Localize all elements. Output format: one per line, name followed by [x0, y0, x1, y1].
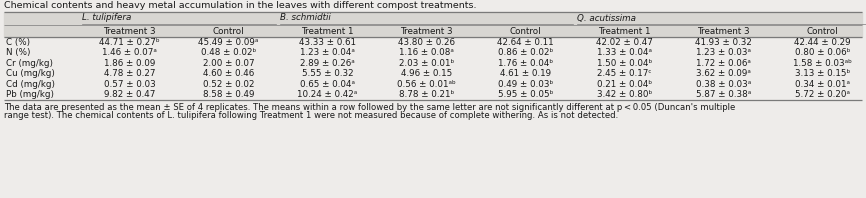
Text: 8.58 ± 0.49: 8.58 ± 0.49: [203, 90, 255, 99]
Text: 1.72 ± 0.06ᵃ: 1.72 ± 0.06ᵃ: [696, 59, 751, 68]
Text: 42.02 ± 0.47: 42.02 ± 0.47: [596, 38, 653, 47]
Text: 0.38 ± 0.03ᵃ: 0.38 ± 0.03ᵃ: [696, 80, 751, 89]
Text: 4.60 ± 0.46: 4.60 ± 0.46: [203, 69, 254, 78]
Text: 0.21 ± 0.04ᵇ: 0.21 ± 0.04ᵇ: [597, 80, 652, 89]
Text: 43.80 ± 0.26: 43.80 ± 0.26: [398, 38, 455, 47]
Text: 43.33 ± 0.61: 43.33 ± 0.61: [299, 38, 356, 47]
Text: Control: Control: [213, 27, 244, 36]
Text: 1.86 ± 0.09: 1.86 ± 0.09: [104, 59, 155, 68]
Text: 0.56 ± 0.01ᵃᵇ: 0.56 ± 0.01ᵃᵇ: [397, 80, 456, 89]
Text: 5.95 ± 0.05ᵇ: 5.95 ± 0.05ᵇ: [498, 90, 553, 99]
Text: Treatment 3: Treatment 3: [400, 27, 453, 36]
Text: 4.96 ± 0.15: 4.96 ± 0.15: [401, 69, 452, 78]
Text: 1.33 ± 0.04ᵃ: 1.33 ± 0.04ᵃ: [597, 48, 652, 57]
Bar: [4, 12, 862, 37]
Text: 5.55 ± 0.32: 5.55 ± 0.32: [301, 69, 353, 78]
Text: 44.71 ± 0.27ᵇ: 44.71 ± 0.27ᵇ: [100, 38, 160, 47]
Text: 0.65 ± 0.04ᵃ: 0.65 ± 0.04ᵃ: [300, 80, 355, 89]
Text: Control: Control: [807, 27, 838, 36]
Text: 0.86 ± 0.02ᵇ: 0.86 ± 0.02ᵇ: [498, 48, 553, 57]
Text: 1.46 ± 0.07ᵃ: 1.46 ± 0.07ᵃ: [102, 48, 157, 57]
Text: Treatment 3: Treatment 3: [103, 27, 156, 36]
Text: 42.64 ± 0.11: 42.64 ± 0.11: [497, 38, 554, 47]
Text: Cr (mg/kg): Cr (mg/kg): [6, 59, 53, 68]
Text: Cd (mg/kg): Cd (mg/kg): [6, 80, 55, 89]
Text: 2.89 ± 0.26ᵃ: 2.89 ± 0.26ᵃ: [301, 59, 355, 68]
Text: Treatment 3: Treatment 3: [697, 27, 750, 36]
Text: 8.78 ± 0.21ᵇ: 8.78 ± 0.21ᵇ: [399, 90, 454, 99]
Text: 1.50 ± 0.04ᵇ: 1.50 ± 0.04ᵇ: [597, 59, 652, 68]
Text: 2.00 ± 0.07: 2.00 ± 0.07: [203, 59, 255, 68]
Text: 1.23 ± 0.03ᵃ: 1.23 ± 0.03ᵃ: [696, 48, 751, 57]
Text: Treatment 1: Treatment 1: [598, 27, 650, 36]
Text: 9.82 ± 0.47: 9.82 ± 0.47: [104, 90, 155, 99]
Text: Chemical contents and heavy metal accumulation in the leaves with different comp: Chemical contents and heavy metal accumu…: [4, 1, 476, 10]
Text: 0.34 ± 0.01ᵃ: 0.34 ± 0.01ᵃ: [795, 80, 850, 89]
Text: Cu (mg/kg): Cu (mg/kg): [6, 69, 55, 78]
Text: Pb (mg/kg): Pb (mg/kg): [6, 90, 54, 99]
Text: 5.72 ± 0.20ᵃ: 5.72 ± 0.20ᵃ: [795, 90, 850, 99]
Text: B. schmidtii: B. schmidtii: [280, 13, 331, 23]
Text: 2.45 ± 0.17ᶜ: 2.45 ± 0.17ᶜ: [598, 69, 652, 78]
Text: Treatment 1: Treatment 1: [301, 27, 353, 36]
Text: 1.76 ± 0.04ᵇ: 1.76 ± 0.04ᵇ: [498, 59, 553, 68]
Text: L. tulipifera: L. tulipifera: [82, 13, 132, 23]
Text: 1.58 ± 0.03ᵃᵇ: 1.58 ± 0.03ᵃᵇ: [793, 59, 852, 68]
Text: 1.23 ± 0.04ᵃ: 1.23 ± 0.04ᵃ: [300, 48, 355, 57]
Text: 3.42 ± 0.80ᵇ: 3.42 ± 0.80ᵇ: [597, 90, 652, 99]
Text: 42.44 ± 0.29: 42.44 ± 0.29: [794, 38, 850, 47]
Text: Q. acutissima: Q. acutissima: [577, 13, 636, 23]
Text: 0.80 ± 0.06ᵇ: 0.80 ± 0.06ᵇ: [795, 48, 850, 57]
Text: C (%): C (%): [6, 38, 30, 47]
Text: 1.16 ± 0.08ᵃ: 1.16 ± 0.08ᵃ: [399, 48, 454, 57]
Text: 0.57 ± 0.03: 0.57 ± 0.03: [104, 80, 155, 89]
Text: N (%): N (%): [6, 48, 30, 57]
Text: 3.13 ± 0.15ᵇ: 3.13 ± 0.15ᵇ: [795, 69, 850, 78]
Text: The data are presented as the mean ± SE of 4 replicates. The means within a row : The data are presented as the mean ± SE …: [4, 103, 735, 112]
Text: 0.52 ± 0.02: 0.52 ± 0.02: [203, 80, 255, 89]
Text: 10.24 ± 0.42ᵃ: 10.24 ± 0.42ᵃ: [297, 90, 358, 99]
Text: 4.61 ± 0.19: 4.61 ± 0.19: [500, 69, 551, 78]
Text: 3.62 ± 0.09ᵃ: 3.62 ± 0.09ᵃ: [696, 69, 751, 78]
Text: 41.93 ± 0.32: 41.93 ± 0.32: [695, 38, 752, 47]
Text: 5.87 ± 0.38ᵃ: 5.87 ± 0.38ᵃ: [696, 90, 751, 99]
Text: 0.48 ± 0.02ᵇ: 0.48 ± 0.02ᵇ: [201, 48, 256, 57]
Text: Control: Control: [510, 27, 541, 36]
Text: 4.78 ± 0.27: 4.78 ± 0.27: [104, 69, 155, 78]
Text: range test). The chemical contents of L. tulipifera following Treatment 1 were n: range test). The chemical contents of L.…: [4, 111, 618, 121]
Text: 2.03 ± 0.01ᵇ: 2.03 ± 0.01ᵇ: [399, 59, 454, 68]
Text: 0.49 ± 0.03ᵇ: 0.49 ± 0.03ᵇ: [498, 80, 553, 89]
Text: 45.49 ± 0.09ᵃ: 45.49 ± 0.09ᵃ: [198, 38, 259, 47]
